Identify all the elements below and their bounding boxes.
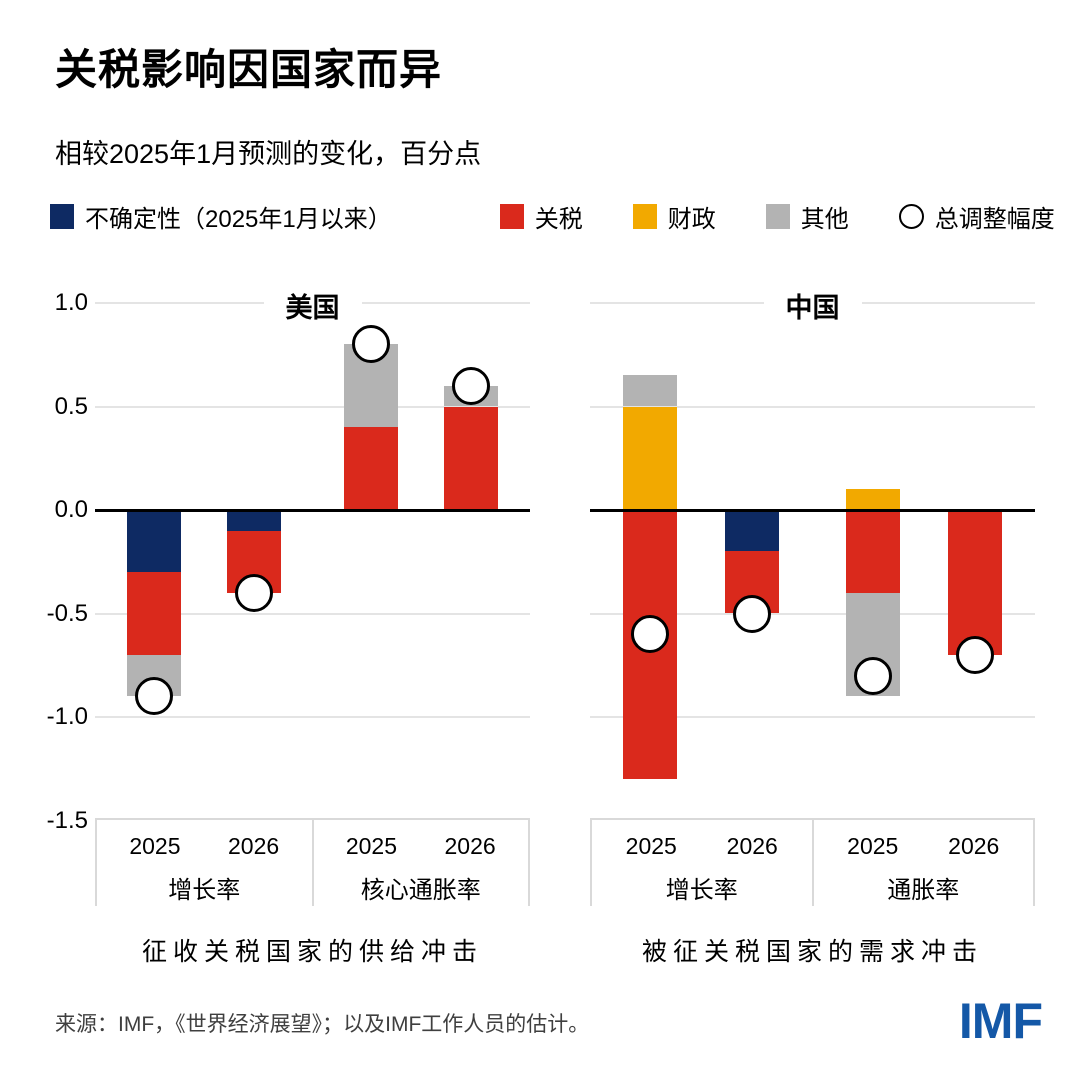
bar-segment <box>623 406 678 510</box>
chart-subtitle: 相较2025年1月预测的变化，百分点 <box>55 139 482 169</box>
total-adjustment-marker <box>452 366 491 405</box>
year-label: 2026 <box>948 833 1000 859</box>
x-label-group: 2025 2026 增长率 <box>97 820 312 906</box>
year-label: 2025 <box>625 833 677 859</box>
source-note: 来源：IMF，《世界经济展望》；以及IMF工作人员的估计。 <box>55 1013 590 1036</box>
bar-segment <box>845 510 900 593</box>
zero-line <box>590 508 1035 512</box>
gridline <box>590 612 1035 615</box>
year-label: 2026 <box>726 833 778 859</box>
y-tick-label: 0.0 <box>54 496 88 523</box>
bar-segment <box>947 510 1002 655</box>
legend-label: 其他 <box>800 206 849 233</box>
year-label: 2025 <box>847 833 899 859</box>
total-adjustment-circle-icon <box>898 204 924 229</box>
total-adjustment-marker <box>631 615 670 654</box>
legend: 不确定性（2025年1月以来） 关税 财政 其他 总调整幅度 <box>50 199 1055 234</box>
year-label: 2025 <box>129 833 181 859</box>
total-adjustment-marker <box>955 635 994 674</box>
bar-segment <box>623 375 678 407</box>
gridline <box>590 716 1035 718</box>
bar-segment <box>444 406 499 510</box>
legend-item: 其他 <box>765 199 849 234</box>
legend-swatch-icon <box>499 204 524 229</box>
x-label-group: 2025 2026 核心通胀率 <box>311 820 529 906</box>
group-label: 增长率 <box>665 877 738 904</box>
year-label: 2025 <box>345 833 397 859</box>
total-adjustment-marker <box>733 594 772 633</box>
panel-title: 美国 <box>95 286 530 325</box>
page-title: 关税影响因国家而异 <box>55 46 443 93</box>
panel-title: 中国 <box>590 286 1035 325</box>
legend-label: 财政 <box>667 206 716 233</box>
bar-segment <box>845 489 900 510</box>
legend-label: 不确定性（2025年1月以来） <box>85 206 392 233</box>
group-label: 增长率 <box>168 877 241 904</box>
zero-line <box>95 508 530 512</box>
legend-item: 财政 <box>632 199 716 234</box>
y-tick-label: -1.0 <box>46 703 88 730</box>
legend-swatch-icon <box>50 204 74 229</box>
panel-title-text: 中国 <box>763 293 862 323</box>
year-label: 2026 <box>444 833 496 859</box>
total-adjustment-marker <box>234 573 273 612</box>
bar-segment <box>226 510 281 531</box>
gridline <box>95 716 530 718</box>
legend-label: 关税 <box>534 206 583 233</box>
panel-title-text: 美国 <box>263 293 362 323</box>
group-label: 通胀率 <box>887 877 960 904</box>
x-label-group: 2025 2026 通胀率 <box>811 820 1034 906</box>
y-tick-label: -1.5 <box>46 806 88 834</box>
y-tick-label: -0.5 <box>46 599 88 627</box>
gridline <box>95 405 530 408</box>
legend-item: 关税 <box>499 199 583 234</box>
legend-label: 总调整幅度 <box>934 206 1055 233</box>
total-adjustment-marker <box>134 677 173 716</box>
group-label: 核心通胀率 <box>360 877 481 904</box>
legend-swatch-icon <box>765 204 790 229</box>
legend-item: 总调整幅度 <box>898 199 1055 234</box>
gridline <box>95 612 530 615</box>
bar-segment <box>126 572 181 655</box>
year-label: 2026 <box>227 833 280 859</box>
y-tick-label: 0.5 <box>54 392 88 420</box>
x-label-box: 2025 2026 增长率 2025 2026 通胀率 <box>590 818 1035 906</box>
x-label-box: 2025 2026 增长率 2025 2026 核心通胀率 <box>95 818 530 906</box>
bar-segment <box>126 510 181 573</box>
panel-caption: 征收关税国家的供给冲击 <box>141 937 483 966</box>
gridline <box>590 405 1035 408</box>
x-label-group: 2025 2026 增长率 <box>592 820 812 906</box>
y-tick-label: 1.0 <box>54 289 88 316</box>
legend-swatch-icon <box>632 204 657 229</box>
panel-caption: 被征关税国家的需求冲击 <box>641 937 983 966</box>
imf-logo: IMF <box>958 993 1043 1049</box>
bar-segment <box>725 510 780 552</box>
total-adjustment-marker <box>853 656 892 695</box>
total-adjustment-marker <box>352 325 391 364</box>
legend-item: 不确定性（2025年1月以来） <box>50 199 392 234</box>
bar-segment <box>344 427 399 510</box>
